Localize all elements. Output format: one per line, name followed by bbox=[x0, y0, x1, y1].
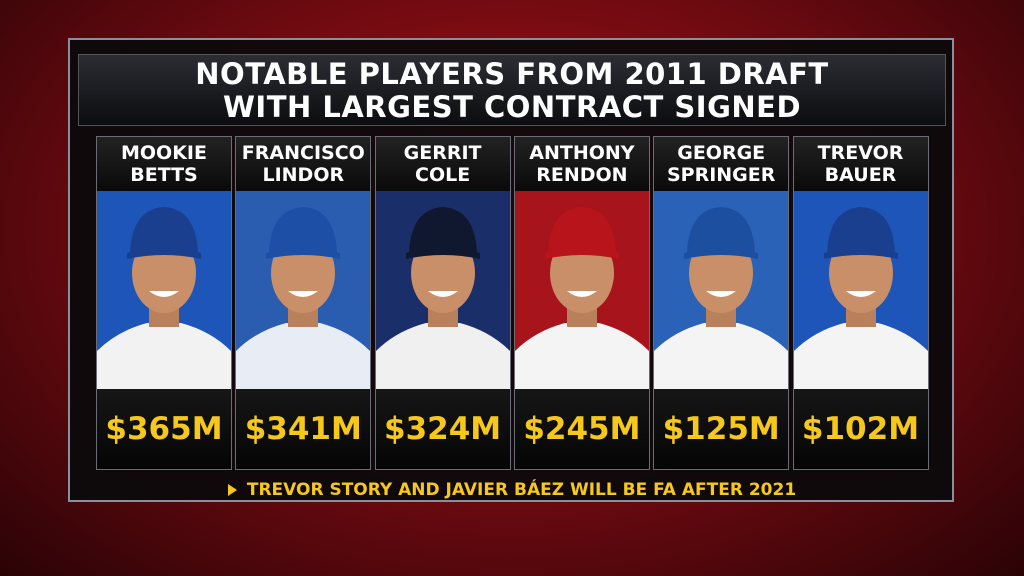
player-photo bbox=[236, 191, 371, 389]
player-card: GERRIT COLE $324M bbox=[374, 136, 511, 470]
cap-brim bbox=[684, 248, 759, 259]
jersey bbox=[97, 323, 231, 389]
smile bbox=[427, 291, 458, 297]
last-name: COLE bbox=[415, 164, 471, 186]
cap bbox=[826, 207, 895, 253]
player-name: MOOKIE BETTS bbox=[97, 137, 231, 191]
player-name: FRANCISCO LINDOR bbox=[236, 137, 371, 191]
contract-value: $102M bbox=[793, 389, 928, 469]
smile bbox=[566, 291, 597, 297]
player-card: FRANCISCO LINDOR $341M bbox=[235, 136, 372, 470]
cap bbox=[130, 207, 198, 253]
cap-brim bbox=[544, 248, 619, 259]
contract-value: $365M bbox=[97, 389, 231, 469]
jersey bbox=[793, 323, 928, 389]
player-name: GERRIT COLE bbox=[375, 137, 510, 191]
player-photo bbox=[97, 191, 231, 389]
first-name: ANTHONY bbox=[529, 142, 635, 164]
cap-brim bbox=[266, 248, 341, 259]
player-name: TREVOR BAUER bbox=[793, 137, 928, 191]
player-card: MOOKIE BETTS $365M bbox=[96, 136, 232, 470]
smile bbox=[706, 291, 737, 297]
jersey bbox=[654, 323, 789, 389]
player-card: TREVOR BAUER $102M bbox=[792, 136, 929, 470]
last-name: RENDON bbox=[536, 164, 628, 186]
cap bbox=[408, 207, 477, 253]
jersey bbox=[514, 323, 649, 389]
footer: TREVOR STORY AND JAVIER BÁEZ WILL BE FA … bbox=[78, 478, 946, 502]
player-photo bbox=[375, 191, 510, 389]
player-name: GEORGE SPRINGER bbox=[654, 137, 789, 191]
player-photo bbox=[654, 191, 789, 389]
cap-brim bbox=[405, 248, 480, 259]
first-name: GERRIT bbox=[403, 142, 482, 164]
title-box: NOTABLE PLAYERS FROM 2011 DRAFT WITH LAR… bbox=[78, 54, 946, 126]
player-card: GEORGE SPRINGER $125M bbox=[653, 136, 790, 470]
contract-value: $341M bbox=[236, 389, 371, 469]
first-name: GEORGE bbox=[677, 142, 766, 164]
player-photo bbox=[514, 191, 649, 389]
title-line: NOTABLE PLAYERS FROM 2011 DRAFT bbox=[195, 57, 829, 91]
first-name: MOOKIE bbox=[121, 142, 207, 164]
smile bbox=[845, 291, 876, 297]
player-card: ANTHONY RENDON $245M bbox=[513, 136, 650, 470]
cap bbox=[269, 207, 338, 253]
jersey bbox=[375, 323, 510, 389]
first-name: TREVOR bbox=[817, 142, 904, 164]
last-name: SPRINGER bbox=[666, 164, 776, 186]
last-name: LINDOR bbox=[262, 164, 345, 186]
footer-text: TREVOR STORY AND JAVIER BÁEZ WILL BE FA … bbox=[246, 480, 797, 500]
last-name: BAUER bbox=[824, 164, 897, 186]
cap bbox=[687, 207, 756, 253]
contract-value: $125M bbox=[654, 389, 789, 469]
title-line: WITH LARGEST CONTRACT SIGNED bbox=[222, 90, 802, 124]
arrow-icon bbox=[227, 484, 237, 496]
jersey bbox=[236, 323, 371, 389]
smile bbox=[288, 291, 319, 297]
cap-brim bbox=[127, 248, 201, 259]
first-name: FRANCISCO bbox=[241, 142, 365, 164]
player-name: ANTHONY RENDON bbox=[514, 137, 649, 191]
contract-value: $324M bbox=[375, 389, 510, 469]
contract-value: $245M bbox=[514, 389, 649, 469]
smile bbox=[149, 291, 179, 297]
cap bbox=[547, 207, 616, 253]
player-photo bbox=[793, 191, 928, 389]
last-name: BETTS bbox=[130, 164, 198, 186]
cap-brim bbox=[823, 248, 898, 259]
